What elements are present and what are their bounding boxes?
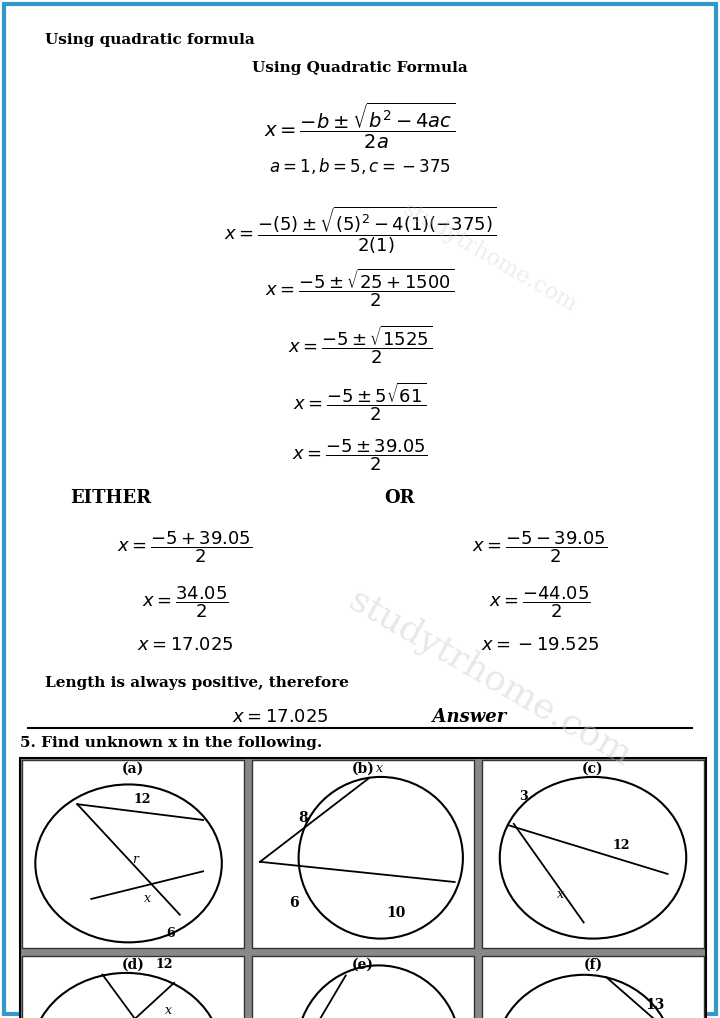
Text: 10: 10 — [387, 906, 405, 920]
Text: x: x — [144, 892, 150, 905]
Ellipse shape — [297, 965, 461, 1018]
Text: $x = -19.525$: $x = -19.525$ — [481, 636, 599, 654]
Text: EITHER: EITHER — [70, 489, 151, 507]
Bar — [22, 956, 244, 1018]
Ellipse shape — [35, 785, 222, 943]
Ellipse shape — [500, 777, 686, 939]
Text: studytrhome.com: studytrhome.com — [343, 583, 637, 773]
Text: x: x — [165, 1004, 171, 1017]
Text: x: x — [557, 888, 564, 901]
Text: 5. Find unknown x in the following.: 5. Find unknown x in the following. — [20, 736, 323, 750]
Bar — [482, 956, 704, 1018]
Text: 12: 12 — [156, 958, 174, 971]
Text: $x = 17.025$: $x = 17.025$ — [232, 708, 328, 726]
Text: (e): (e) — [352, 958, 374, 972]
Text: 3: 3 — [518, 790, 527, 803]
Text: 12: 12 — [612, 839, 630, 852]
Text: $x = \dfrac{-(5) \pm \sqrt{(5)^2 - 4(1)(-375)}}{2(1)}$: $x = \dfrac{-(5) \pm \sqrt{(5)^2 - 4(1)(… — [224, 204, 496, 256]
Text: $x = \dfrac{34.05}{2}$: $x = \dfrac{34.05}{2}$ — [142, 584, 228, 620]
Text: (b): (b) — [351, 762, 374, 776]
Text: (d): (d) — [122, 958, 145, 972]
Text: 6: 6 — [166, 926, 175, 940]
Text: (f): (f) — [583, 958, 603, 972]
Text: (a): (a) — [122, 762, 144, 776]
Text: $x = \dfrac{-b \pm \sqrt{b^2 - 4ac}}{2a}$: $x = \dfrac{-b \pm \sqrt{b^2 - 4ac}}{2a}… — [264, 101, 456, 152]
Text: studytrhome.com: studytrhome.com — [399, 200, 581, 317]
Bar — [252, 956, 474, 1018]
Text: $a = 1 , b = 5 , c = -375$: $a = 1 , b = 5 , c = -375$ — [269, 156, 451, 176]
Text: Using Quadratic Formula: Using Quadratic Formula — [252, 61, 468, 75]
Text: $x = \dfrac{-5 \pm \sqrt{25 + 1500}}{2}$: $x = \dfrac{-5 \pm \sqrt{25 + 1500}}{2}$ — [265, 266, 455, 308]
Bar — [20, 758, 706, 1018]
Ellipse shape — [495, 975, 673, 1018]
Text: x: x — [377, 761, 384, 775]
Ellipse shape — [31, 973, 222, 1018]
Bar — [252, 760, 474, 948]
Text: Answer: Answer — [420, 708, 506, 726]
Text: Length is always positive, therefore: Length is always positive, therefore — [45, 676, 349, 690]
Text: 6: 6 — [289, 896, 299, 910]
Text: 12: 12 — [133, 793, 151, 806]
Bar — [22, 760, 244, 948]
Text: (c): (c) — [582, 762, 604, 776]
Text: Using quadratic formula: Using quadratic formula — [45, 33, 255, 47]
Text: 8: 8 — [299, 811, 308, 826]
Text: $x = \dfrac{-5 \pm \sqrt{1525}}{2}$: $x = \dfrac{-5 \pm \sqrt{1525}}{2}$ — [288, 323, 432, 365]
Text: $x = \dfrac{-5 \pm 39.05}{2}$: $x = \dfrac{-5 \pm 39.05}{2}$ — [292, 437, 428, 472]
Bar — [482, 760, 704, 948]
Text: r: r — [132, 853, 138, 866]
Text: OR: OR — [384, 489, 415, 507]
Text: $x = \dfrac{-5 \pm 5\sqrt{61}}{2}$: $x = \dfrac{-5 \pm 5\sqrt{61}}{2}$ — [294, 380, 426, 422]
Text: $x = \dfrac{-5 - 39.05}{2}$: $x = \dfrac{-5 - 39.05}{2}$ — [472, 529, 608, 565]
Ellipse shape — [299, 777, 463, 939]
Text: $x = \dfrac{-5 + 39.05}{2}$: $x = \dfrac{-5 + 39.05}{2}$ — [117, 529, 253, 565]
Text: $x = \dfrac{-44.05}{2}$: $x = \dfrac{-44.05}{2}$ — [489, 584, 591, 620]
Text: 13: 13 — [645, 999, 665, 1013]
Text: $x = 17.025$: $x = 17.025$ — [137, 636, 233, 654]
